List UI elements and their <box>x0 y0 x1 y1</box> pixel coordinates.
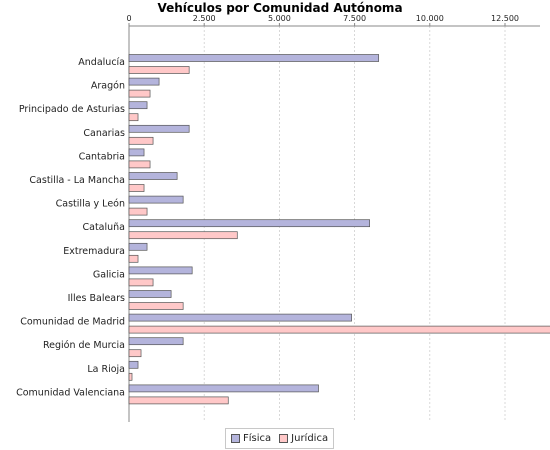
legend-swatch-juridica <box>279 434 289 443</box>
category-label: Andalucía <box>78 57 125 68</box>
x-tick-label: 0 <box>126 14 131 23</box>
bar-fisica <box>128 101 148 110</box>
category-label: Canarias <box>83 128 125 139</box>
bar-fisica <box>128 195 184 204</box>
bar-juridica <box>128 66 190 74</box>
x-tick-label: 10.000 <box>416 14 444 23</box>
legend: Física Jurídica <box>225 428 335 449</box>
bar-juridica <box>128 231 238 240</box>
category-label: Aragón <box>91 81 125 92</box>
bar-juridica <box>128 325 550 334</box>
x-tick-label: 2.500 <box>193 14 216 23</box>
category-label: Comunidad de Madrid <box>20 317 125 328</box>
bars <box>128 54 550 405</box>
bar-fisica <box>128 337 184 346</box>
bar-juridica <box>128 113 139 122</box>
bar-fisica <box>128 219 370 228</box>
bar-juridica <box>128 207 148 216</box>
bar-fisica <box>128 54 380 62</box>
category-label: Galicia <box>93 269 125 280</box>
category-label: La Rioja <box>87 364 125 375</box>
bar-fisica <box>128 266 193 275</box>
bar-fisica <box>128 148 145 157</box>
bar-fisica <box>128 77 160 86</box>
x-axis: 02.5005.0007.50010.00012.50015.00017.500… <box>126 14 540 422</box>
category-label: Cantabria <box>79 151 125 162</box>
legend-item-fisica: Física <box>231 433 271 444</box>
bar-juridica <box>128 278 154 287</box>
category-label: Principado de Asturias <box>19 104 125 115</box>
legend-swatch-fisica <box>231 434 240 443</box>
bar-juridica <box>128 89 151 98</box>
bar-fisica <box>128 172 178 180</box>
category-label: Castilla y León <box>56 199 125 210</box>
category-label: Cataluña <box>82 222 125 233</box>
bar-juridica <box>128 396 229 405</box>
category-label: Comunidad Valenciana <box>16 387 125 398</box>
bar-fisica <box>128 313 352 322</box>
bar-juridica <box>128 160 151 169</box>
bar-juridica <box>128 302 184 310</box>
bar-juridica <box>128 136 154 145</box>
category-label: Illes Balears <box>68 293 125 304</box>
bar-juridica <box>128 372 133 381</box>
bar-juridica <box>128 349 142 358</box>
category-labels: Andalucía Aragón Principado de Asturias Can… <box>16 57 125 398</box>
bar-fisica <box>128 360 139 369</box>
bar-fisica <box>128 242 148 251</box>
x-tick-label: 12.500 <box>491 14 519 23</box>
category-label: Extremadura <box>63 246 125 257</box>
legend-item-juridica: Jurídica <box>279 433 328 444</box>
bar-juridica <box>128 184 145 192</box>
bar-fisica <box>128 384 319 393</box>
x-tick-label: 5.000 <box>268 14 291 23</box>
category-label: Castilla - La Mancha <box>29 175 125 186</box>
bar-juridica <box>128 254 139 263</box>
category-label: Región de Murcia <box>43 340 125 351</box>
bar-fisica <box>128 124 190 133</box>
bar-fisica <box>128 290 172 298</box>
legend-label-fisica: Física <box>243 433 272 444</box>
x-tick-label: 7.500 <box>343 14 366 23</box>
legend-label-juridica: Jurídica <box>291 433 329 444</box>
chart-title: Vehículos por Comunidad Autónoma <box>157 1 402 15</box>
